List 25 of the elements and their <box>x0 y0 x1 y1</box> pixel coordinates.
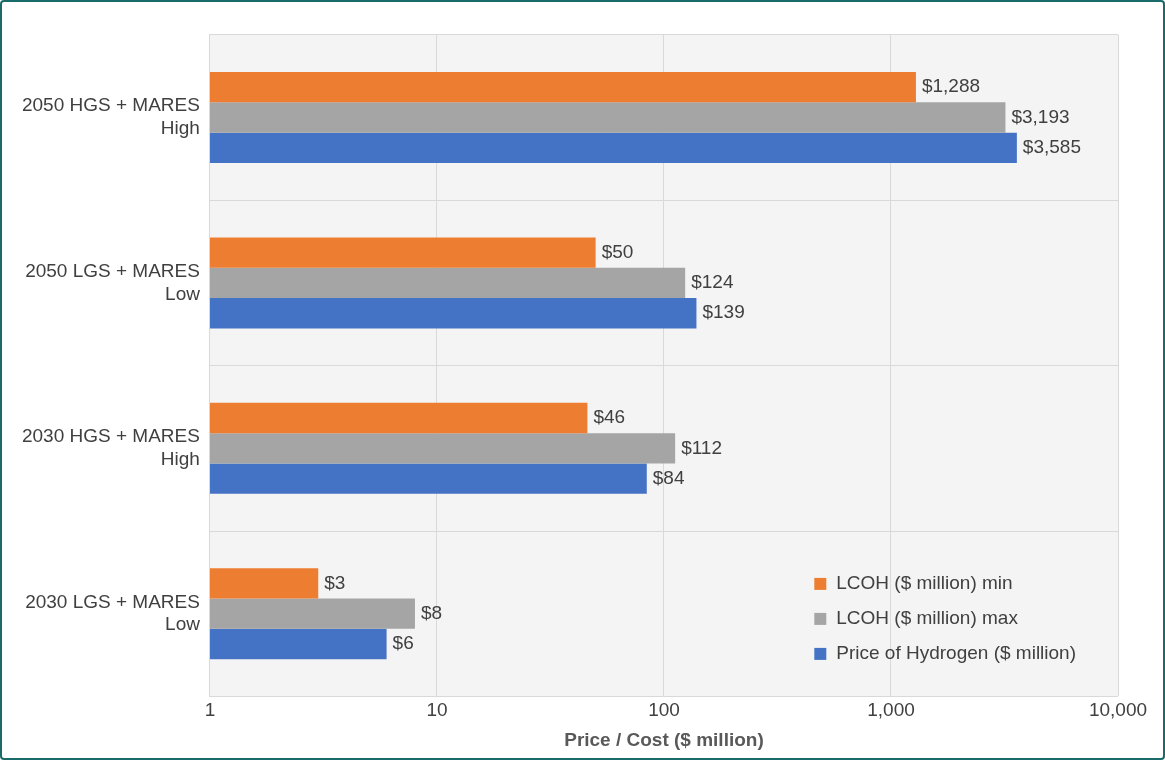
y-tick-label: 2030 HGS + MARES High <box>21 425 200 469</box>
data-label: $84 <box>652 466 685 488</box>
x-axis-title: Price / Cost ($ million) <box>564 728 764 750</box>
x-tick-label: 10,000 <box>1088 699 1148 721</box>
data-label: $8 <box>420 601 443 623</box>
data-label: $50 <box>601 240 634 262</box>
data-label: $1,288 <box>921 75 981 97</box>
data-label: $139 <box>702 301 745 323</box>
data-label: $3,585 <box>1022 136 1081 158</box>
y-tick-label: 2050 LGS + MARES Low <box>25 259 201 304</box>
y-tick-label: 2030 LGS + MARES Low <box>25 590 201 635</box>
legend-label: Price of Hydrogen ($ million) <box>836 642 1076 664</box>
data-label: $3 <box>324 571 346 593</box>
x-tick-label: 1,000 <box>867 699 915 721</box>
x-tick-label: 100 <box>648 699 680 721</box>
x-tick-label: 10 <box>426 699 448 721</box>
y-tick-label: 2050 HGS + MARES High <box>21 94 200 139</box>
x-tick-label: 1 <box>204 699 216 721</box>
data-label: $124 <box>691 271 734 293</box>
data-label: $3,193 <box>1011 105 1070 127</box>
data-label: $6 <box>392 632 414 654</box>
data-label: $112 <box>681 436 722 458</box>
legend-label: LCOH ($ million) min <box>836 572 1013 594</box>
data-label: $46 <box>593 406 626 428</box>
legend-label: LCOH ($ million) max <box>836 607 1019 629</box>
